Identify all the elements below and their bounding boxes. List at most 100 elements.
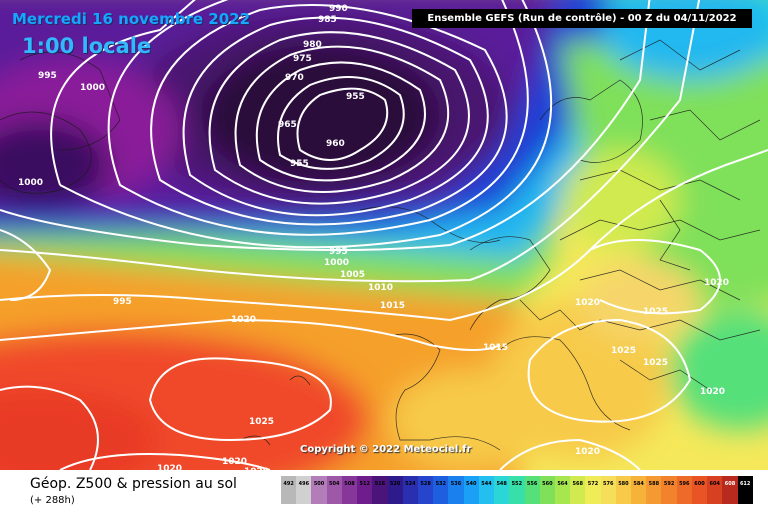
- scale-value: 560: [542, 481, 553, 487]
- scale-value: 536: [450, 481, 462, 487]
- scale-value: 552: [511, 481, 523, 487]
- pressure-label: 995: [38, 71, 57, 81]
- map-footer: Géop. Z500 & pression au sol (+ 288h) 49…: [0, 470, 768, 512]
- scale-swatch: 532: [433, 476, 449, 504]
- scale-swatch: 604: [707, 476, 723, 504]
- isobars: [0, 0, 768, 470]
- scale-swatch: 588: [646, 476, 662, 504]
- pressure-label: 1000: [324, 258, 349, 268]
- pressure-label: 960: [326, 139, 345, 149]
- scale-swatch: 580: [615, 476, 632, 504]
- pressure-label: 955: [290, 159, 309, 169]
- scale-value: 572: [587, 481, 599, 487]
- scale-value: 508: [344, 481, 355, 487]
- pressure-label: 965: [278, 120, 297, 130]
- scale-value: 612: [739, 481, 751, 487]
- forecast-map: 990 985 980 975 970 965 960 955 955 995 …: [0, 0, 768, 470]
- pressure-label: 1010: [368, 283, 393, 293]
- pressure-label: 1020: [700, 387, 725, 397]
- scale-value: 496: [298, 481, 310, 487]
- pressure-label: 1005: [340, 270, 365, 280]
- scale-value: 592: [663, 481, 675, 487]
- scale-value: 492: [283, 481, 294, 487]
- pressure-label: 980: [303, 40, 322, 50]
- scale-value: 596: [679, 481, 690, 487]
- scale-swatch: 528: [417, 476, 434, 504]
- scale-value: 600: [694, 481, 705, 487]
- forecast-date: Mercredi 16 novembre 2022: [12, 10, 251, 28]
- scale-swatch: 512: [357, 476, 373, 504]
- scale-swatch: 552: [509, 476, 525, 504]
- scale-swatch: 560: [539, 476, 555, 504]
- scale-swatch: 548: [494, 476, 510, 504]
- forecast-local-time: 1:00 locale: [22, 34, 152, 58]
- scale-value: 548: [496, 481, 507, 487]
- pressure-label: 1025: [643, 358, 668, 368]
- scale-swatch: 572: [585, 476, 601, 504]
- scale-swatch: 608: [722, 476, 738, 504]
- pressure-label: 1020: [231, 315, 256, 325]
- scale-swatch: 564: [554, 476, 571, 504]
- pressure-label: 1000: [80, 83, 105, 93]
- forecast-hours: (+ 288h): [30, 495, 75, 506]
- scale-value: 564: [557, 481, 568, 487]
- scale-value: 540: [466, 481, 477, 487]
- scale-value: 504: [329, 481, 340, 487]
- scale-swatch: 524: [402, 476, 418, 504]
- scale-swatch: 568: [570, 476, 586, 504]
- scale-swatch: 556: [524, 476, 540, 504]
- scale-value: 500: [313, 481, 325, 487]
- pressure-label: 1025: [611, 346, 636, 356]
- pressure-label: 1020: [575, 447, 600, 457]
- pressure-label: 1015: [483, 343, 508, 353]
- pressure-label: 1025: [643, 307, 668, 317]
- color-scale-legend: 492 496 500 504 508 512 516 520 524 528 532 536 540 5…: [281, 476, 753, 504]
- pressure-label: 970: [285, 73, 304, 83]
- scale-swatch: 496: [296, 476, 312, 504]
- pressure-label: 1020: [575, 298, 600, 308]
- scale-value: 524: [405, 481, 416, 487]
- scale-value: 532: [435, 481, 447, 487]
- scale-value: 588: [648, 481, 660, 487]
- pressure-label: 1020: [244, 467, 269, 470]
- pressure-label: 955: [346, 92, 365, 102]
- scale-swatch: 540: [463, 476, 479, 504]
- copyright-notice: Copyright © 2022 Meteociel.fr: [300, 444, 472, 455]
- pressure-label: 995: [329, 247, 348, 257]
- pressure-label: 975: [293, 54, 312, 64]
- scale-value: 544: [481, 481, 492, 487]
- scale-value: 580: [618, 481, 629, 487]
- scale-swatch: 508: [341, 476, 358, 504]
- scale-value: 520: [389, 481, 401, 487]
- run-info-banner: Ensemble GEFS (Run de contrôle) - 00 Z d…: [412, 9, 752, 28]
- scale-swatch: 596: [676, 476, 692, 504]
- pressure-label: 1015: [380, 301, 405, 311]
- scale-value: 528: [420, 481, 431, 487]
- scale-value: 556: [526, 481, 538, 487]
- scale-swatch: 544: [478, 476, 495, 504]
- scale-swatch: 492: [281, 476, 297, 504]
- map-title: Géop. Z500 & pression au sol: [30, 476, 237, 492]
- pressure-label: 990: [329, 4, 348, 14]
- pressure-label: 1020: [157, 464, 182, 470]
- scale-swatch: 592: [661, 476, 677, 504]
- scale-swatch: 504: [326, 476, 342, 504]
- scale-swatch: 576: [600, 476, 616, 504]
- pressure-label: 995: [113, 297, 132, 307]
- scale-value: 512: [359, 481, 370, 487]
- pressure-labels: 990 985 980 975 970 965 960 955 955 995 …: [18, 4, 729, 470]
- scale-value: 516: [374, 481, 386, 487]
- scale-swatch: 500: [311, 476, 327, 504]
- map-canvas: 990 985 980 975 970 965 960 955 955 995 …: [0, 0, 768, 470]
- scale-value: 568: [572, 481, 583, 487]
- pressure-label: 985: [318, 15, 337, 25]
- pressure-label: 1020: [704, 278, 729, 288]
- scale-swatch: 536: [448, 476, 464, 504]
- pressure-label: 1000: [18, 178, 43, 188]
- scale-swatch: 584: [631, 476, 647, 504]
- scale-swatch: 520: [387, 476, 403, 504]
- scale-swatch: 600: [691, 476, 708, 504]
- pressure-label: 1025: [249, 417, 274, 427]
- scale-value: 584: [633, 481, 644, 487]
- pressure-label: 1020: [222, 457, 247, 467]
